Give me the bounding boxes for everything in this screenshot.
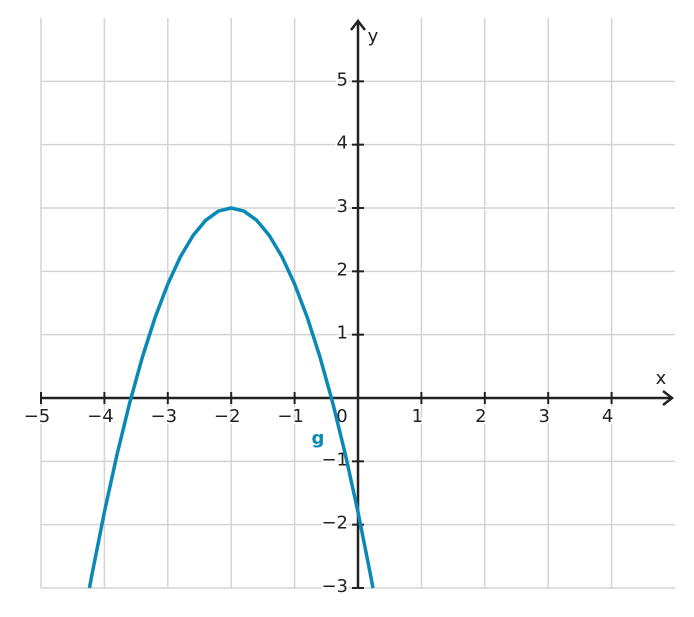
y-tick-label: −3 xyxy=(321,576,348,597)
x-tick-label: −3 xyxy=(151,406,178,427)
function-curve xyxy=(87,206,375,589)
x-tick-label: 1 xyxy=(412,406,423,427)
x-arrow xyxy=(662,390,675,406)
x-tick-label: 2 xyxy=(475,406,486,427)
y-tick-label: −2 xyxy=(321,513,348,534)
y-tick-label: 2 xyxy=(337,259,348,280)
x-axis-label: x xyxy=(656,368,667,389)
y-tick-label: 4 xyxy=(337,133,348,154)
x-tick-label: −5 xyxy=(24,406,51,427)
x-tick-label: 3 xyxy=(538,406,549,427)
curve-label: g xyxy=(312,428,325,449)
x-tick-label: −2 xyxy=(214,406,241,427)
x-tick-label: −4 xyxy=(87,406,114,427)
y-tick-label: 3 xyxy=(337,196,348,217)
y-axis-label: y xyxy=(368,26,379,47)
y-arrow xyxy=(350,18,366,31)
x-tick-label: 4 xyxy=(602,406,613,427)
y-tick-label: 1 xyxy=(337,323,348,344)
x-tick-label: −1 xyxy=(277,406,304,427)
y-tick-label: 5 xyxy=(337,69,348,90)
